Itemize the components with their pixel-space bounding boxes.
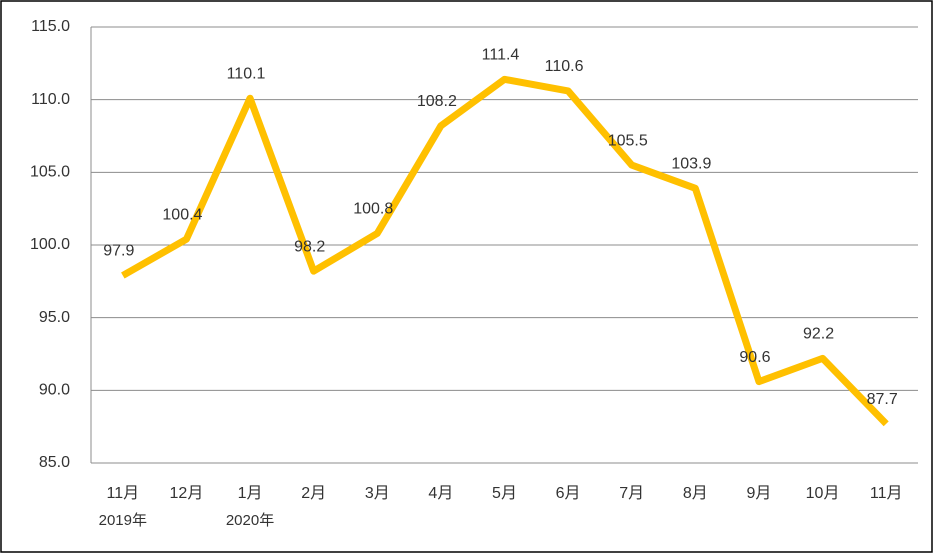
- data-label: 98.2: [294, 238, 325, 255]
- y-tick-label: 100.0: [30, 236, 70, 253]
- data-label: 100.4: [162, 206, 202, 223]
- x-tick-label: 12月: [170, 485, 204, 502]
- data-label: 110.1: [227, 65, 266, 82]
- x-tick-label: 2月: [301, 485, 326, 502]
- data-label: 111.4: [482, 47, 520, 64]
- y-tick-label: 90.0: [39, 382, 70, 399]
- data-label: 90.6: [739, 349, 770, 366]
- x-tick-label: 5月: [492, 485, 517, 502]
- x-tick-label: 4月: [428, 485, 453, 502]
- y-tick-label: 105.0: [30, 164, 70, 181]
- data-label: 100.8: [353, 201, 393, 218]
- data-label: 97.9: [103, 243, 134, 260]
- data-label: 87.7: [867, 391, 898, 408]
- data-line: [121, 75, 889, 427]
- x-tick-label: 3月: [365, 485, 390, 502]
- x-tick-label: 11月: [106, 485, 139, 502]
- x-tick-label: 7月: [619, 485, 644, 502]
- data-label: 92.2: [803, 326, 834, 343]
- x-tick-label: 11月: [870, 485, 903, 502]
- y-tick-label: 110.0: [31, 91, 70, 108]
- data-label: 108.2: [417, 93, 457, 110]
- data-label: 103.9: [671, 156, 711, 173]
- x-tick-label: 6月: [556, 485, 581, 502]
- data-label: 110.6: [545, 58, 584, 75]
- y-tick-label: 95.0: [39, 309, 70, 326]
- data-label: 105.5: [608, 132, 648, 149]
- x-tick-label: 9月: [747, 485, 772, 502]
- x-tick-label: 1月: [238, 485, 263, 502]
- y-tick-label: 115.0: [31, 18, 70, 35]
- x-tick-label: 10月: [806, 485, 840, 502]
- year-label: 2020年: [226, 512, 274, 529]
- y-tick-label: 85.0: [39, 454, 70, 471]
- year-label: 2019年: [99, 512, 147, 529]
- x-tick-label: 8月: [683, 485, 708, 502]
